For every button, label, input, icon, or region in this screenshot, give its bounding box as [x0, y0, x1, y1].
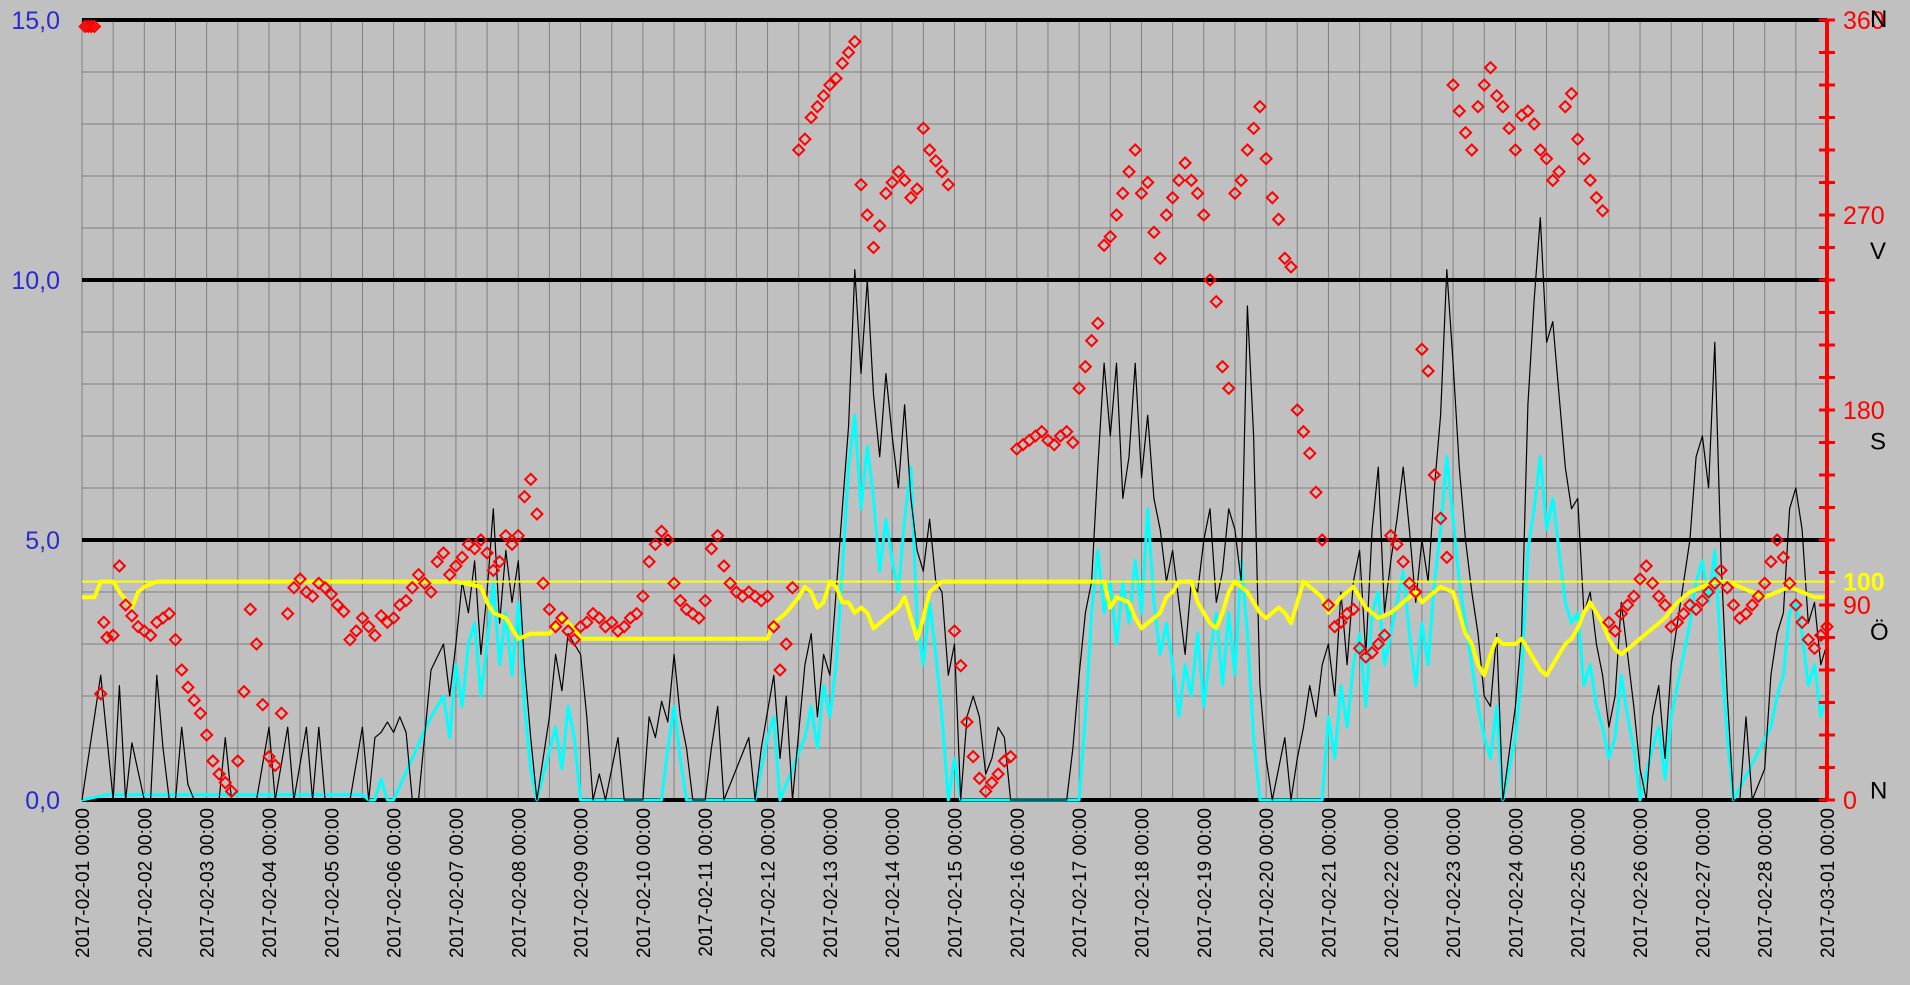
x-tick-label: 2017-02-22 00:00 — [1382, 808, 1403, 958]
x-tick-label: 2017-02-13 00:00 — [821, 808, 842, 958]
left-tick-label: 10,0 — [11, 267, 60, 295]
x-tick-label: 2017-02-08 00:00 — [509, 808, 530, 958]
x-tick-label: 2017-02-14 00:00 — [883, 808, 904, 958]
x-tick-label: 2017-02-03 00:00 — [198, 808, 219, 958]
x-tick-label: 2017-02-04 00:00 — [260, 808, 281, 958]
right-tick-label: 180 — [1843, 397, 1885, 425]
x-tick-label: 2017-02-11 00:00 — [696, 808, 717, 957]
x-tick-label: 2017-02-01 00:00 — [73, 808, 94, 958]
x-tick-label: 2017-02-21 00:00 — [1319, 808, 1340, 958]
left-tick-label: 5,0 — [25, 527, 60, 555]
x-tick-label: 2017-03-01 00:00 — [1818, 808, 1839, 958]
x-tick-label: 2017-02-26 00:00 — [1631, 808, 1652, 958]
x-tick-label: 2017-02-07 00:00 — [447, 808, 468, 958]
left-tick-label: 15,0 — [11, 7, 60, 35]
x-tick-label: 2017-02-17 00:00 — [1070, 808, 1091, 958]
reference-value-label: 100 — [1843, 569, 1885, 597]
x-tick-label: 2017-02-15 00:00 — [946, 808, 967, 958]
right-tick-label: 270 — [1843, 202, 1885, 230]
x-tick-label: 2017-02-19 00:00 — [1195, 808, 1216, 958]
direction-label: N — [1870, 777, 1887, 804]
direction-label: N — [1870, 6, 1887, 33]
direction-label: V — [1870, 238, 1886, 265]
x-tick-label: 2017-02-24 00:00 — [1506, 808, 1527, 958]
x-tick-label: 2017-02-23 00:00 — [1444, 808, 1465, 958]
x-tick-label: 2017-02-02 00:00 — [135, 808, 156, 958]
x-tick-label: 2017-02-09 00:00 — [572, 808, 593, 958]
x-tick-label: 2017-02-27 00:00 — [1693, 808, 1714, 958]
x-tick-label: 2017-02-10 00:00 — [634, 808, 655, 958]
x-tick-label: 2017-02-20 00:00 — [1257, 808, 1278, 958]
x-tick-label: 2017-02-12 00:00 — [759, 808, 780, 958]
left-tick-label: 0,0 — [25, 787, 60, 815]
x-tick-label: 2017-02-05 00:00 — [322, 808, 343, 958]
right-tick-label: 0 — [1843, 787, 1857, 815]
direction-label: S — [1870, 429, 1886, 456]
x-tick-label: 2017-02-25 00:00 — [1569, 808, 1590, 958]
x-tick-label: 2017-02-16 00:00 — [1008, 808, 1029, 958]
x-tick-label: 2017-02-06 00:00 — [385, 808, 406, 958]
x-axis-labels: 2017-02-01 00:00 2017-02-02 00:00 2017-02-… — [73, 808, 1839, 958]
x-tick-label: 2017-02-18 00:00 — [1132, 808, 1153, 958]
x-tick-label: 2017-02-28 00:00 — [1756, 808, 1777, 958]
direction-label: Ö — [1870, 619, 1889, 646]
